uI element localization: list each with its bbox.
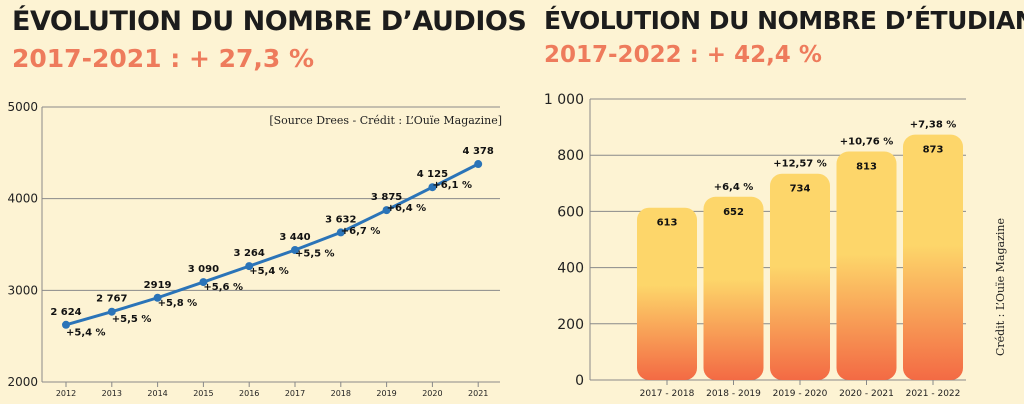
bar-x-tick-label: 2020 - 2021 <box>839 389 894 399</box>
audio-series-line <box>65 162 479 327</box>
line-y-tick-label: 3000 <box>7 283 38 297</box>
line-x-tick-label: 2016 <box>239 389 259 398</box>
student-change-label: +10,76 % <box>840 137 894 148</box>
audio-data-point <box>291 246 299 254</box>
bar-chart-title: ÉVOLUTION DU NOMBRE D’ÉTUDIANTS <box>544 6 1024 35</box>
student-value-label: 734 <box>790 184 811 195</box>
audio-change-label: +5,8 % <box>158 298 198 309</box>
line-chart-subtitle: 2017-2021 : + 27,3 % <box>12 44 315 73</box>
student-change-label: +12,57 % <box>773 159 827 170</box>
audio-change-label: +6,4 % <box>387 203 427 214</box>
audio-data-point <box>199 278 208 287</box>
audio-data-point <box>107 307 116 316</box>
audio-change-label: +5,5 % <box>112 314 152 325</box>
student-value-label: 873 <box>923 145 944 156</box>
bar-credit: Crédit : L’Ouïe Magazine <box>994 218 1007 356</box>
bar-y-tick-label: 0 <box>575 373 584 389</box>
students-bar-chart: 0 200 400 600 800 1 000 613 2017 - 2018 652 +6,4 … <box>544 92 1007 399</box>
bar-x-tick-label: 2021 - 2022 <box>906 389 961 399</box>
audio-data-point <box>474 160 483 169</box>
student-bar <box>637 207 697 380</box>
audio-data-point <box>62 320 70 329</box>
student-bar <box>836 151 897 380</box>
bar-y-tick-label: 800 <box>557 148 584 164</box>
audio-value-label: 4 125 <box>417 169 448 180</box>
audio-data-point <box>382 206 391 215</box>
audio-value-label: 3 875 <box>371 192 402 203</box>
audio-data-point <box>245 262 254 271</box>
audio-value-label: 2 624 <box>50 307 81 318</box>
audio-value-label: 4 378 <box>463 146 494 157</box>
bar-y-tick-label: 200 <box>557 317 584 333</box>
audio-value-label: 2 767 <box>96 294 127 305</box>
audio-change-label: +6,1 % <box>432 180 472 191</box>
student-value-label: 652 <box>723 207 744 218</box>
line-chart-title: ÉVOLUTION DU NOMBRE D’AUDIOS <box>12 6 527 37</box>
line-y-tick-label: 5000 <box>7 100 38 114</box>
line-x-tick-label: 2015 <box>193 389 213 398</box>
audio-change-label: +5,5 % <box>295 248 335 259</box>
bar-x-tick-label: 2019 - 2020 <box>773 389 828 399</box>
audio-data-point <box>336 228 345 237</box>
line-x-tick-label: 2014 <box>147 389 167 398</box>
audio-line-chart: 2000 3000 4000 5000 2012 2013 2014 2015 2016 2017… <box>7 100 502 398</box>
audio-change-label: +5,6 % <box>203 282 243 293</box>
bar-y-tick-label: 400 <box>557 261 584 277</box>
bar-y-tick-label: 1 000 <box>544 92 584 108</box>
audio-value-label: 3 090 <box>188 264 219 275</box>
source-credit: [Source Drees - Crédit : L’Ouïe Magazine… <box>269 114 502 127</box>
line-x-tick-label: 2017 <box>285 389 305 398</box>
line-x-tick-label: 2013 <box>102 389 122 398</box>
audio-change-label: +5,4 % <box>66 328 106 339</box>
student-bar <box>903 134 963 380</box>
bar-x-tick-label: 2017 - 2018 <box>640 389 695 399</box>
line-x-tick-label: 2020 <box>422 389 442 398</box>
audio-change-label: +5,4 % <box>249 266 289 277</box>
bar-chart-subtitle: 2017-2022 : + 42,4 % <box>544 42 822 68</box>
line-y-tick-label: 2000 <box>7 375 38 389</box>
audio-value-label: 3 440 <box>279 232 310 243</box>
student-value-label: 813 <box>856 162 877 173</box>
student-value-label: 613 <box>657 218 678 229</box>
line-y-tick-label: 4000 <box>7 192 38 206</box>
line-x-tick-label: 2021 <box>468 389 488 398</box>
audio-value-label: 2919 <box>144 280 172 291</box>
bar-y-tick-label: 600 <box>557 204 584 220</box>
student-bar <box>770 173 830 380</box>
student-bar <box>703 196 764 380</box>
line-x-tick-label: 2018 <box>331 389 351 398</box>
audio-data-point <box>153 293 162 302</box>
bar-x-tick-label: 2018 - 2019 <box>706 389 761 399</box>
audio-change-label: +6,7 % <box>341 226 381 237</box>
line-x-tick-label: 2019 <box>376 389 396 398</box>
student-change-label: +7,38 % <box>910 120 957 131</box>
audio-data-point <box>428 183 437 192</box>
audio-value-label: 3 264 <box>234 248 265 259</box>
line-x-tick-label: 2012 <box>56 389 76 398</box>
audio-value-label: 3 632 <box>325 214 356 225</box>
student-change-label: +6,4 % <box>714 182 754 193</box>
